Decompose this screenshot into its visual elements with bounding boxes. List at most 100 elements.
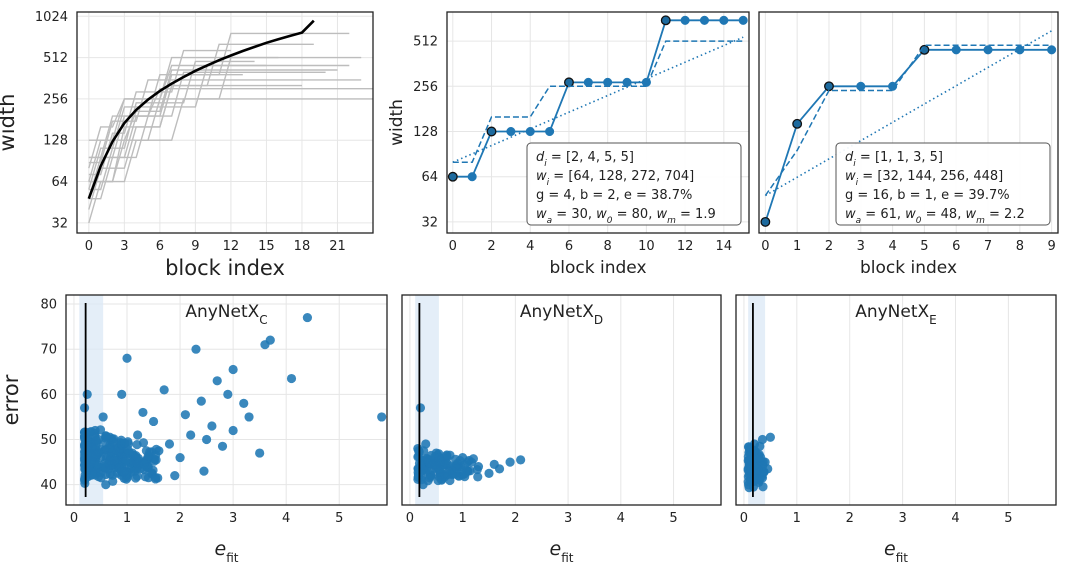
x-tick-label: 0 [449, 239, 457, 254]
legend-line: wi = [64, 128, 272, 704] [536, 169, 694, 188]
series-line-gray [88, 56, 279, 141]
data-point [856, 81, 866, 91]
legend-box [835, 142, 1051, 226]
legend-line: wa = 30, w0 = 80, wm = 1.9 [536, 207, 716, 226]
scatter-point [445, 475, 455, 486]
x-tick-label: 1 [793, 239, 801, 254]
scatter-point [765, 432, 775, 442]
x-tick-label: 6 [565, 239, 573, 254]
series-line-dotted [765, 30, 1052, 197]
plot-area [743, 295, 775, 505]
panel-p3: 0 1 2 3 4 5 6 7 8 9 di = [1, 1, 3, 5]wi = [32, 144… [758, 11, 1059, 278]
x-tick-label: 2 [176, 511, 184, 526]
y-tick-label: 128 [43, 134, 68, 149]
scatter-point [123, 439, 134, 449]
x-axis-label: block index [549, 258, 646, 278]
x-tick-label: 1 [123, 511, 131, 526]
x-tick-label: 6 [156, 239, 164, 254]
scatter-point [132, 439, 142, 450]
y-tick-label: 70 [40, 343, 57, 358]
scatter-point [494, 464, 505, 474]
scatter-point [265, 335, 275, 345]
legend-line: di = [2, 4, 5, 5] [536, 150, 634, 169]
series-line-gray [88, 60, 255, 191]
scatter-point [473, 472, 483, 482]
y-tick-label: 32 [51, 216, 68, 231]
x-tick-label: 0 [70, 511, 78, 526]
data-point [680, 15, 690, 25]
scatter-point [255, 448, 265, 458]
stage-start-point [447, 171, 458, 182]
y-tick-label: 80 [40, 298, 57, 313]
panel-title: AnyNetXD [520, 302, 603, 327]
scatter-point [434, 453, 444, 463]
series-line-black [87, 19, 315, 200]
x-tick-label: 5 [920, 239, 928, 254]
x-tick-label: 4 [617, 511, 625, 526]
x-tick-label: 1 [458, 511, 466, 526]
x-tick-label: 4 [951, 511, 959, 526]
scatter-point [244, 412, 254, 422]
scatter-point [199, 466, 209, 476]
legend-line: wi = [32, 144, 256, 448] [845, 169, 1003, 188]
x-tick-label: 18 [294, 239, 311, 254]
x-tick-label: 12 [677, 239, 694, 254]
y-tick-label: 64 [421, 170, 438, 185]
scatter-point [468, 454, 479, 464]
scatter-point [82, 389, 92, 399]
scatter-point [442, 458, 452, 469]
data-point [467, 172, 477, 182]
scatter-point [138, 407, 148, 418]
scatter-point [79, 427, 90, 437]
scatter-point [212, 376, 222, 386]
scatter-point [223, 389, 233, 399]
scatter-point [207, 421, 217, 431]
x-tick-label: 3 [857, 239, 865, 254]
series-line-gray [88, 43, 314, 183]
data-point [506, 126, 516, 137]
x-tick-label: 3 [564, 511, 572, 526]
legend-line: wa = 61, w0 = 48, wm = 2.2 [845, 207, 1025, 226]
panel-p5: 0 1 2 3 4 5 AnyNetXD efit [401, 294, 722, 565]
series-line-gray [88, 32, 350, 159]
y-tick-label: 128 [413, 125, 438, 140]
panel-title: AnyNetXE [855, 302, 937, 327]
data-point [583, 77, 593, 87]
scatter-point [191, 344, 201, 354]
x-tick-label: 12 [223, 239, 240, 254]
legend-box [526, 142, 742, 226]
series-line-gray [88, 71, 326, 199]
y-axis-label: width [387, 99, 407, 146]
x-tick-label: 2 [846, 511, 854, 526]
scatter-point [122, 353, 132, 363]
y-tick-label: 512 [413, 35, 438, 50]
x-tick-label: 4 [526, 239, 534, 254]
y-tick-label: 64 [51, 175, 68, 190]
scatter-point [93, 449, 103, 459]
stage-start-point [660, 15, 671, 26]
series-line-gray [88, 56, 362, 183]
x-tick-label: 3 [229, 511, 237, 526]
scatter-point [217, 441, 228, 451]
scatter-point [186, 430, 196, 440]
scatter-point [101, 480, 111, 490]
y-tick-label: 40 [40, 478, 57, 493]
scatter-point [132, 471, 142, 481]
scatter-point [151, 455, 161, 465]
scatter-point [413, 464, 424, 474]
scatter-point [180, 410, 190, 420]
scatter-point [133, 453, 143, 463]
x-tick-label: 8 [1016, 239, 1024, 254]
x-tick-label: 9 [1047, 239, 1055, 254]
stage-start-point [486, 126, 497, 137]
x-tick-label: 5 [1004, 511, 1012, 526]
x-tick-label: 5 [669, 511, 677, 526]
data-point [525, 126, 535, 137]
panel-title: AnyNetXC [185, 302, 267, 327]
x-tick-label: 0 [85, 239, 93, 254]
x-axis-label: block index [165, 256, 285, 280]
x-axis-label: efit [550, 538, 574, 565]
x-tick-label: 9 [191, 239, 199, 254]
series-line-dashed [452, 40, 744, 163]
stage-start-point [564, 77, 574, 88]
